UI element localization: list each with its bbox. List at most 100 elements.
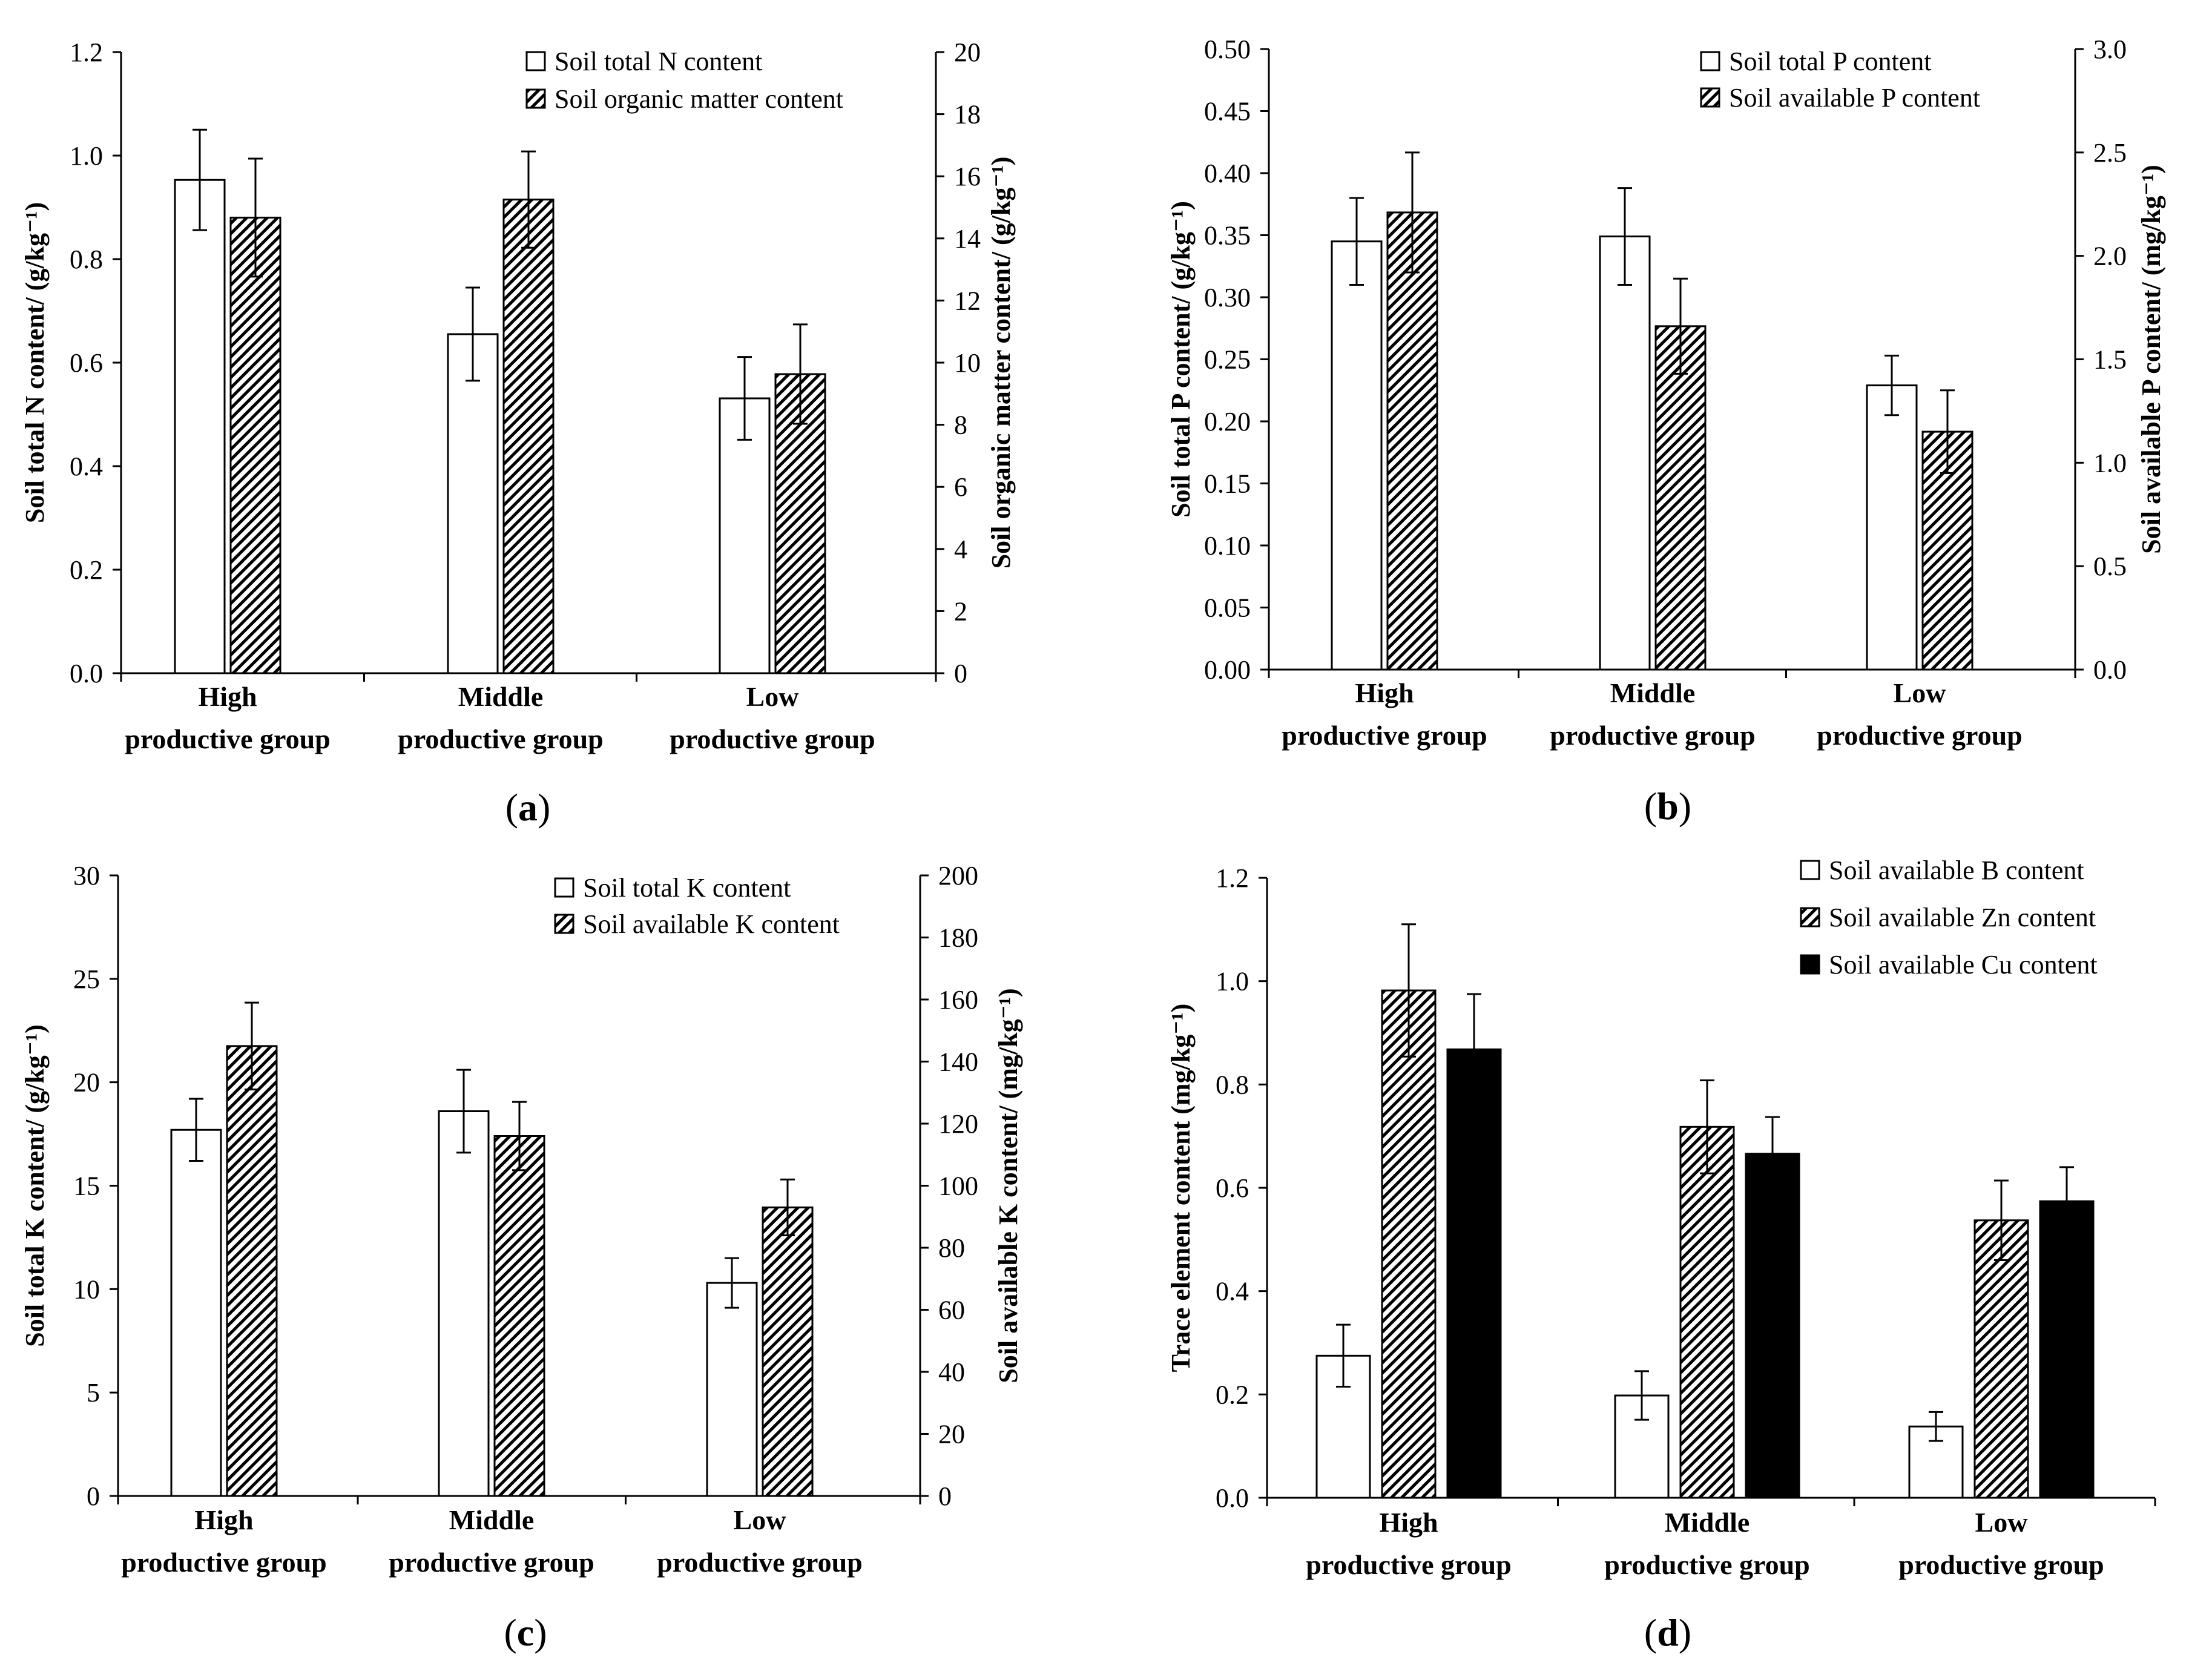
y-tick-label: 0.4	[70, 452, 103, 481]
y2-tick-label: 6	[954, 472, 967, 502]
y-tick-label: 0.6	[1216, 1173, 1249, 1203]
y-tick-label: 0.50	[1204, 35, 1251, 64]
y-tick-label: 25	[73, 964, 100, 994]
category-label: productive group	[1306, 1549, 1512, 1580]
legend-swatch	[554, 877, 574, 898]
legend-swatch	[525, 88, 546, 109]
y2-tick-label: 12	[954, 286, 981, 315]
y2-tick-label: 0.5	[2093, 552, 2127, 581]
bar	[1908, 1425, 1964, 1499]
legend-label: Soil available K content	[583, 909, 840, 939]
y2-tick-label: 200	[938, 861, 978, 891]
y-tick-label: 0.0	[70, 659, 103, 688]
bar	[170, 1128, 222, 1497]
category-label: High	[194, 1504, 253, 1535]
chart-panel-a: 0.0 0.2 0.4 0.6 0.8 1.0 1.2 0 2 4 6 8 10 12 14 16 18 20 So…	[20, 38, 1016, 829]
category-label: productive group	[670, 723, 875, 754]
y2-tick-label: 20	[954, 38, 981, 67]
bar	[226, 1045, 278, 1497]
category-label: productive group	[1550, 720, 1756, 751]
y-axis-title: Soil total P content/ (g/kg⁻¹)	[1166, 201, 1196, 518]
y-axis-title: Trace element content (mg/kg⁻¹)	[1166, 1004, 1196, 1372]
chart-panel-b: 0.00 0.05 0.10 0.15 0.20 0.25 0.30 0.35 0.40 0.45…	[1166, 35, 2166, 828]
legend-swatch	[1800, 907, 1820, 927]
y2-tick-label: 180	[938, 923, 978, 953]
category-label: productive group	[121, 1547, 327, 1578]
y-tick-label: 0.0	[1216, 1483, 1249, 1513]
category-label: Low	[734, 1504, 786, 1535]
bar	[1446, 1048, 1502, 1499]
y2-tick-label: 2	[954, 596, 967, 626]
bar	[1654, 325, 1707, 671]
panel-label: (b)	[1644, 785, 1691, 828]
y-tick-label: 5	[87, 1378, 100, 1408]
category-label: productive group	[1898, 1549, 2104, 1580]
y-tick-label: 0.2	[70, 555, 103, 585]
y-tick-label: 0.00	[1204, 655, 1251, 685]
y-tick-label: 0.8	[1216, 1070, 1249, 1099]
panel-label-close: )	[1679, 785, 1691, 828]
bar	[493, 1135, 545, 1497]
legend-label: Soil organic matter content	[555, 84, 843, 114]
chart-panel-d: 0.0 0.2 0.4 0.6 0.8 1.0 1.2 Trace element conte…	[1166, 855, 2156, 1654]
category-label: productive group	[125, 723, 331, 754]
y2-tick-label: 14	[954, 224, 981, 254]
bar	[2039, 1200, 2095, 1499]
y2-tick-label: 100	[938, 1171, 978, 1201]
y2-tick-label: 60	[938, 1296, 965, 1325]
y-tick-label: 0.40	[1204, 159, 1251, 188]
y-tick-label: 1.2	[1216, 863, 1249, 893]
bar	[447, 333, 499, 674]
bar	[502, 199, 555, 674]
bar	[1866, 384, 1918, 671]
legend-label: Soil available B content	[1829, 855, 2084, 885]
legend-label: Soil total N content	[555, 47, 762, 76]
y-tick-label: 0.10	[1204, 531, 1251, 561]
y2-axis-title: Soil organic matter content/ (g/kg⁻¹)	[986, 157, 1016, 569]
bar	[438, 1110, 490, 1497]
panel-label: (a)	[505, 786, 551, 829]
category-label: Middle	[449, 1504, 535, 1535]
category-label: productive group	[398, 723, 604, 754]
bar	[1386, 211, 1438, 671]
bar	[706, 1282, 758, 1497]
y2-axis-title: Soil available K content/ (mg/kg⁻¹)	[993, 988, 1023, 1383]
category-label: Low	[1975, 1507, 2028, 1538]
y-tick-label: 0.45	[1204, 97, 1251, 127]
panel-label-open: (	[505, 786, 518, 829]
panel-label-open: (	[1644, 1611, 1657, 1654]
panel-label: (c)	[504, 1611, 547, 1654]
panel-label: (d)	[1644, 1611, 1691, 1654]
y-axis-title: Soil total K content/ (g/kg⁻¹)	[20, 1024, 50, 1347]
y2-tick-label: 0	[938, 1481, 952, 1511]
bar	[1331, 240, 1383, 671]
y-tick-label: 0.2	[1216, 1380, 1249, 1409]
y2-tick-label: 40	[938, 1357, 965, 1387]
category-label: High	[198, 681, 257, 712]
y2-tick-label: 0	[954, 659, 967, 688]
y2-tick-label: 80	[938, 1233, 965, 1263]
legend-swatch	[554, 914, 574, 934]
y-tick-label: 0.25	[1204, 345, 1251, 375]
category-label: Middle	[458, 681, 544, 712]
y2-tick-label: 140	[938, 1047, 978, 1077]
y2-tick-label: 3.0	[2093, 35, 2127, 64]
category-label: High	[1355, 677, 1414, 708]
y-tick-label: 0.15	[1204, 469, 1251, 499]
bar	[1745, 1153, 1800, 1499]
legend-swatch	[525, 51, 546, 71]
panel-label-open: (	[504, 1611, 516, 1654]
panel-label-letter: b	[1657, 785, 1679, 828]
category-label: productive group	[1604, 1549, 1810, 1580]
y2-tick-label: 0.0	[2093, 655, 2127, 685]
legend-swatch	[1800, 954, 1820, 975]
legend-label: Soil available Zn content	[1829, 903, 2096, 932]
y-tick-label: 0.20	[1204, 407, 1251, 436]
y-tick-label: 1.0	[1216, 967, 1249, 996]
y-tick-label: 30	[73, 861, 100, 891]
panel-label-close: )	[1679, 1611, 1691, 1654]
bar	[229, 216, 281, 674]
panel-label-open: (	[1644, 785, 1657, 828]
y2-tick-label: 1.0	[2093, 448, 2127, 478]
